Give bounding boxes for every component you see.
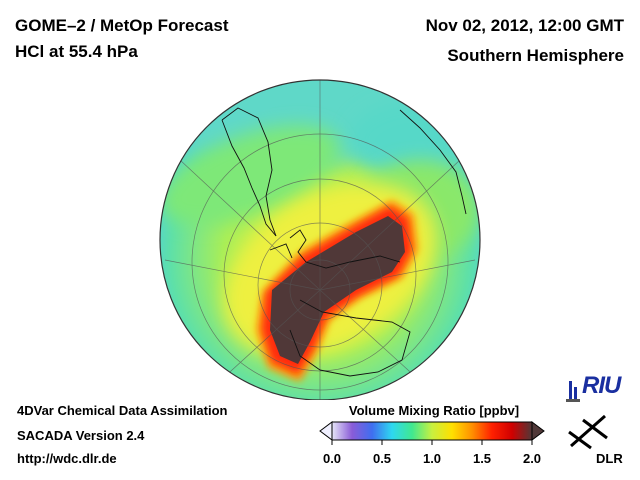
date-label: Nov 02, 2012, 12:00 GMT <box>425 16 624 35</box>
africa-coast <box>399 109 467 215</box>
title-product: GOME–2 / MetOp Forecast <box>15 16 229 35</box>
hemisphere-map <box>159 79 481 400</box>
globe-field <box>160 80 480 400</box>
colorbar-tick-label: 0.0 <box>322 451 342 466</box>
title-species: HCl at 55.4 hPa <box>15 42 138 61</box>
footer-version: SACADA Version 2.4 <box>17 428 145 443</box>
footer-url[interactable]: http://wdc.dlr.de <box>17 451 117 466</box>
colorbar-tick-label: 0.5 <box>372 451 392 466</box>
hcl-maximum-region <box>270 216 405 364</box>
colorbar-scale <box>331 421 533 441</box>
footer-method: 4DVar Chemical Data Assimilation <box>17 403 228 418</box>
antarctica-coast <box>299 299 411 377</box>
colorbar-title: Volume Mixing Ratio [ppbv] <box>348 403 520 418</box>
region-label: Southern Hemisphere <box>447 46 624 65</box>
colorbar-max-arrow <box>531 421 545 441</box>
globe-outline <box>159 79 481 400</box>
colorbar-tick-label: 1.0 <box>422 451 442 466</box>
riu-logo-text: RIU <box>582 372 621 399</box>
dlr-logo-text: DLR <box>596 451 623 466</box>
coastlines <box>221 107 467 377</box>
riu-logo-icon <box>566 381 580 402</box>
colorbar <box>319 421 545 445</box>
dlr-logo-icon <box>568 414 608 450</box>
south-america-coast <box>221 107 277 237</box>
colorbar-min-arrow <box>319 421 333 441</box>
colorbar-tick-label: 1.5 <box>472 451 492 466</box>
colorbar-tick-label: 2.0 <box>522 451 542 466</box>
